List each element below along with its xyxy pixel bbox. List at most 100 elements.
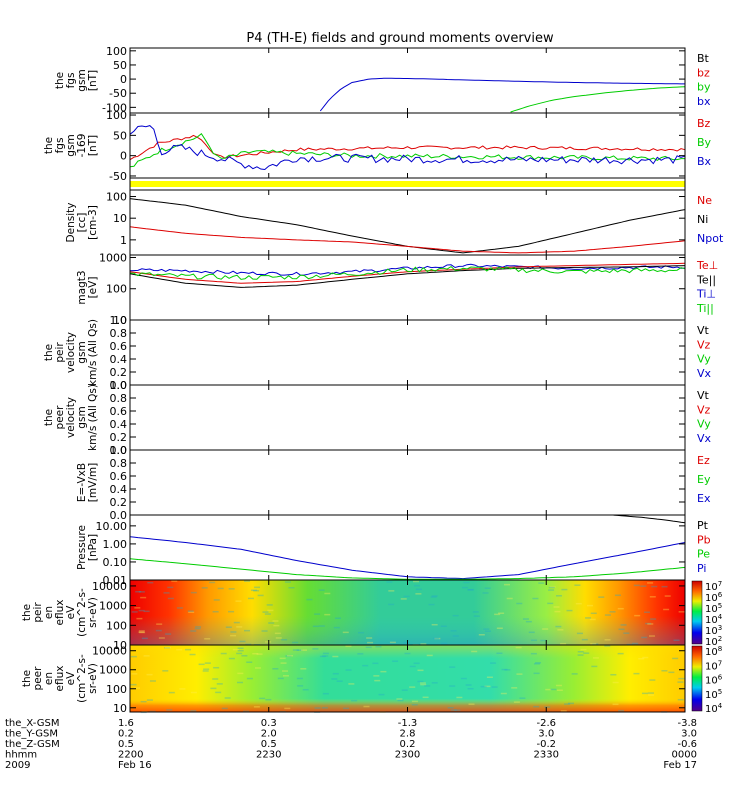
spectrogram-speck bbox=[168, 691, 175, 694]
spectrogram-speck bbox=[501, 668, 508, 671]
spectrogram-speck bbox=[484, 587, 491, 589]
ytick-label: 100 bbox=[106, 683, 127, 696]
legend-Vz: Vz bbox=[697, 403, 711, 416]
spectrogram-speck bbox=[648, 694, 655, 696]
spectrogram-speck bbox=[590, 612, 597, 615]
spectrogram-speck bbox=[388, 603, 395, 606]
spectrogram-speck bbox=[528, 631, 535, 634]
ytick-label: 0 bbox=[120, 73, 127, 86]
spectrogram-speck bbox=[556, 689, 563, 692]
panel-frame bbox=[129, 47, 686, 114]
spectrogram-speck bbox=[342, 631, 349, 634]
spectrogram-speck bbox=[472, 611, 479, 613]
spectrogram-speck bbox=[598, 596, 605, 598]
spectrogram-speck bbox=[542, 628, 549, 630]
panel-fgs-169: 100 50 0 -50 the fgs gsm -169 [nT] Bz By Bx bbox=[43, 109, 712, 183]
spectrogram-speck bbox=[228, 610, 235, 613]
panel-frame bbox=[129, 319, 686, 386]
ytick-label: 1000 bbox=[99, 664, 127, 677]
density-ylabel: Density [cc] [cm-3] bbox=[65, 203, 99, 243]
spectrogram-speck bbox=[146, 699, 153, 701]
spectrogram-speck bbox=[548, 589, 555, 591]
spectrogram-speck bbox=[618, 628, 625, 631]
spectrogram-speck bbox=[245, 643, 252, 646]
spectrogram-speck bbox=[300, 668, 307, 670]
spectrogram-speck bbox=[641, 636, 648, 639]
panel-temperature: 1000 100 10 magt3 [eV] Te⊥Te|| Ti⊥Ti|| bbox=[76, 251, 718, 327]
spectrogram-speck bbox=[661, 585, 668, 588]
legend-Pt: Pt bbox=[697, 519, 709, 532]
spectrogram-speck bbox=[190, 630, 197, 632]
spectrogram-speck bbox=[504, 583, 511, 586]
ytick-label: 1.0 bbox=[110, 444, 128, 457]
panel-frame bbox=[129, 384, 686, 451]
spectrogram-speck bbox=[284, 707, 291, 710]
spectrogram-speck bbox=[525, 620, 532, 623]
spectrogram-speck bbox=[417, 680, 424, 683]
peer-eflux-colorbar-label: 106 bbox=[705, 674, 723, 687]
spectrogram-speck bbox=[189, 653, 196, 656]
spectrogram-speck bbox=[530, 639, 537, 642]
fgs-169-ylabel: the fgs gsm -169 [nT] bbox=[43, 134, 99, 158]
spectrogram-speck bbox=[540, 639, 547, 642]
spectrogram-speck bbox=[282, 675, 289, 677]
spectrogram-speck bbox=[392, 660, 399, 662]
spectrogram-speck bbox=[284, 581, 291, 583]
spectrogram-speck bbox=[620, 624, 627, 626]
spectrogram-speck bbox=[167, 597, 174, 600]
spectrogram-speck bbox=[140, 596, 147, 599]
spectrogram-speck bbox=[165, 633, 172, 635]
spectrogram-speck bbox=[138, 591, 145, 593]
xaxis-value: 0000 bbox=[672, 750, 697, 761]
spectrogram-speck bbox=[259, 697, 266, 700]
legend-Bx: Bx bbox=[697, 155, 712, 168]
spectrogram-speck bbox=[533, 663, 540, 665]
xaxis-value: -0.2 bbox=[536, 739, 556, 750]
spectrogram-speck bbox=[668, 671, 675, 674]
spectrogram-speck bbox=[585, 617, 592, 619]
spectrogram-speck bbox=[130, 683, 137, 686]
spectrogram-speck bbox=[312, 648, 319, 650]
spectrogram-speck bbox=[314, 613, 321, 615]
spectrogram-speck bbox=[285, 655, 292, 657]
spectrogram-speck bbox=[318, 589, 325, 591]
ylabel-line: gsm bbox=[65, 134, 77, 156]
legend-By: By bbox=[697, 136, 712, 149]
spectrogram-speck bbox=[322, 692, 329, 695]
ytick-label: 100 bbox=[106, 109, 127, 122]
density-series-black bbox=[129, 198, 686, 254]
spectrogram-speck bbox=[292, 649, 299, 651]
spectrogram-speck bbox=[228, 657, 235, 660]
spectrogram-speck bbox=[198, 663, 205, 666]
spectrogram-speck bbox=[265, 641, 272, 643]
peer-eflux-ylabel: the peer en eflux eV (cm^2-s-sr-eV) bbox=[21, 654, 99, 703]
legend-Vx: Vx bbox=[697, 367, 712, 380]
ytick-label: 1.0 bbox=[110, 379, 128, 392]
mode-bar-strip bbox=[130, 181, 685, 187]
spectrogram-speck bbox=[480, 685, 487, 688]
spectrogram-speck bbox=[465, 684, 472, 686]
spectrogram-speck bbox=[413, 662, 420, 665]
spectrogram-speck bbox=[648, 635, 655, 637]
spectrogram-speck bbox=[185, 648, 192, 651]
spectrogram-speck bbox=[134, 607, 141, 609]
pressure-ylabel: Pressure [nPa] bbox=[76, 525, 99, 570]
ylabel-line: [mV/m] bbox=[87, 463, 99, 502]
spectrogram-speck bbox=[146, 673, 153, 676]
spectrogram-speck bbox=[677, 698, 684, 701]
spectrogram-speck bbox=[609, 611, 616, 613]
spectrogram-speck bbox=[272, 620, 279, 622]
spectrogram-speck bbox=[580, 648, 587, 651]
spectrogram-speck bbox=[678, 677, 685, 680]
legend-Ti⊥: Ti⊥ bbox=[696, 288, 716, 301]
spectrogram-speck bbox=[236, 626, 243, 628]
spectrogram-speck bbox=[237, 647, 244, 650]
xaxis-value: -1.3 bbox=[398, 718, 418, 729]
spectrogram-speck bbox=[409, 686, 416, 688]
xaxis-value: -0.6 bbox=[677, 739, 697, 750]
panel-mode-bar bbox=[129, 177, 686, 191]
spectrogram-speck bbox=[365, 646, 372, 649]
